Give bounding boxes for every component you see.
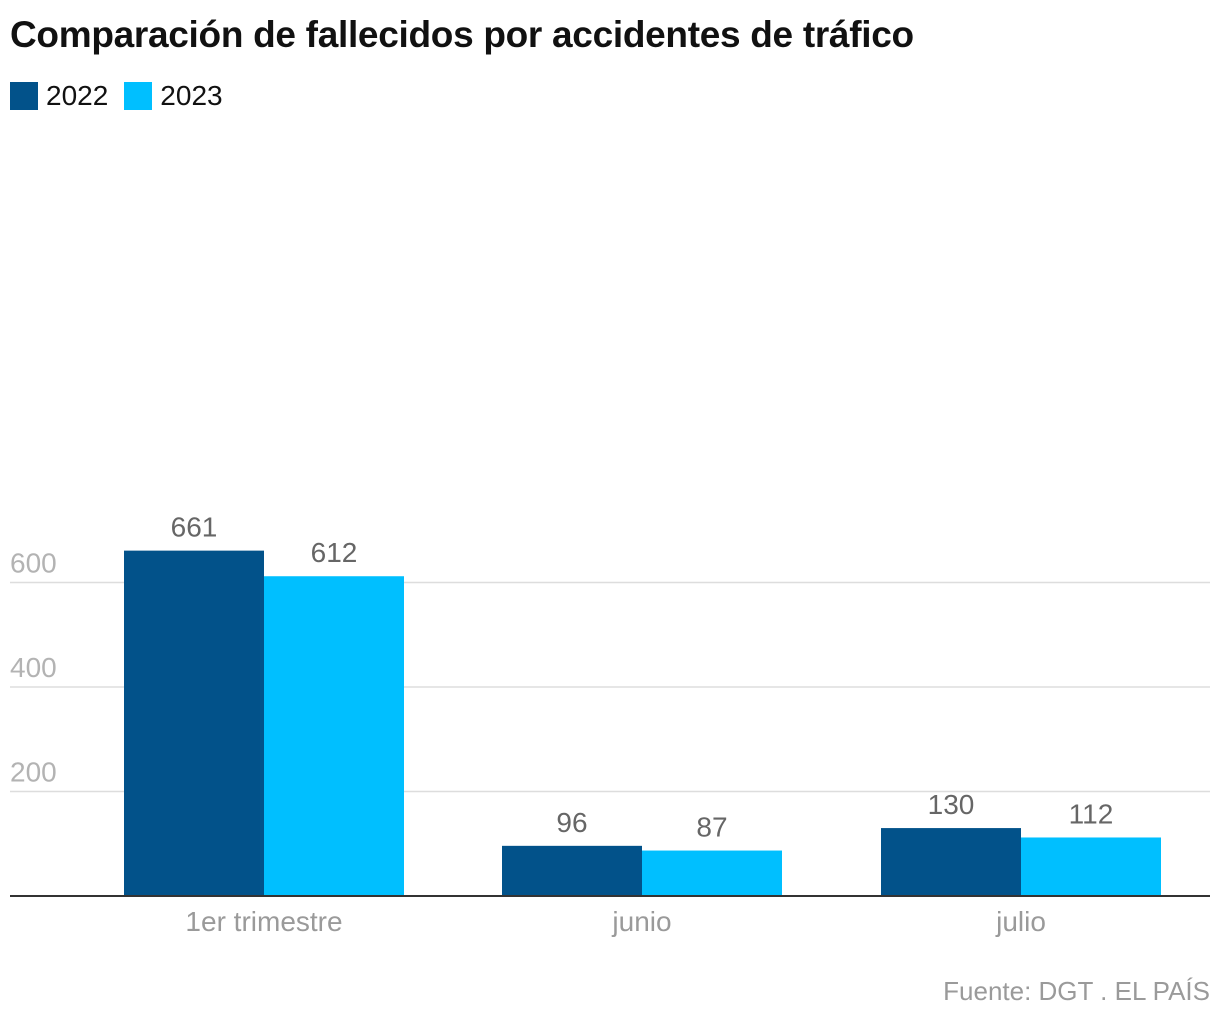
legend-item-2022: 2022 bbox=[10, 80, 108, 112]
legend-label-2023: 2023 bbox=[160, 80, 223, 111]
data-label-2023-1: 87 bbox=[696, 812, 727, 843]
x-tick-label-1: junio bbox=[611, 906, 671, 937]
legend-label-2022: 2022 bbox=[46, 80, 109, 111]
y-tick-label-400: 400 bbox=[10, 652, 57, 683]
legend-swatch-2022 bbox=[10, 82, 38, 110]
data-label-2022-2: 130 bbox=[928, 789, 975, 820]
bar-2022-1 bbox=[502, 845, 642, 896]
source-note: Fuente: DGT . EL PAÍS bbox=[943, 976, 1210, 1006]
bar-2023-1 bbox=[642, 850, 782, 896]
y-tick-label-600: 600 bbox=[10, 548, 57, 579]
legend-swatch-2023 bbox=[124, 82, 153, 110]
data-label-2022-0: 661 bbox=[171, 512, 218, 543]
data-label-2023-0: 612 bbox=[311, 537, 358, 568]
data-label-2023-2: 112 bbox=[1069, 798, 1114, 829]
bar-2022-2 bbox=[881, 828, 1021, 896]
chart-title: Comparación de fallecidos por accidentes… bbox=[10, 14, 914, 55]
data-label-2022-1: 96 bbox=[556, 807, 587, 838]
bar-2022-0 bbox=[124, 550, 264, 896]
x-tick-label-0: 1er trimestre bbox=[185, 906, 342, 937]
legend-item-2023: 2023 bbox=[124, 80, 223, 112]
y-tick-label-200: 200 bbox=[10, 757, 57, 788]
legend: 2022 2023 bbox=[10, 80, 239, 112]
bar-2023-2 bbox=[1021, 837, 1161, 896]
bar-2023-0 bbox=[264, 576, 404, 896]
x-tick-label-2: julio bbox=[995, 906, 1046, 937]
